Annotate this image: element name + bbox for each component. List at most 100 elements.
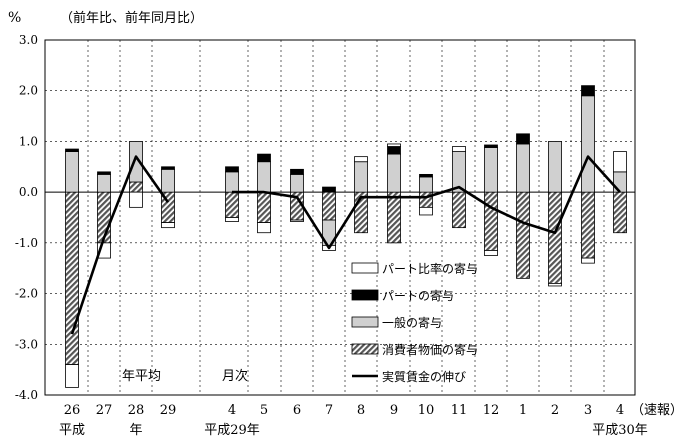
bar-part-ratio	[581, 257, 595, 264]
bar-cpi	[516, 191, 530, 279]
bar-cpi	[581, 191, 595, 259]
bar-general	[65, 151, 79, 193]
group-label-monthly: 月次	[222, 368, 248, 384]
bar-general	[484, 147, 498, 193]
y-tick-label: -4.0	[15, 388, 38, 402]
bar-part-ratio	[419, 206, 433, 216]
bar-cpi	[484, 191, 498, 251]
bar-cpi	[613, 191, 627, 234]
x-sublabel-heisei: 平成	[59, 423, 85, 438]
bar-cpi	[225, 191, 239, 218]
bar-general	[161, 168, 175, 193]
legend-label: 一般の寄与	[382, 315, 442, 330]
y-tick-label: 0.0	[19, 185, 38, 199]
y-tick-label: 2.0	[19, 84, 38, 98]
grid	[45, 39, 635, 396]
group-label-annual: 年平均	[122, 369, 161, 384]
bar-general	[548, 141, 562, 193]
x-axis-labels: 26 27 28 29 4 5 6 7 8 9 10 11 12 1 2 3 4平成年平成29年 平成30年（速報…	[59, 403, 683, 438]
bar-part	[581, 85, 595, 97]
bar-part	[257, 153, 271, 163]
plot-frame	[44, 39, 636, 396]
x-tick-label: 27	[96, 403, 113, 418]
chart-subtitle: （前年比、前年同月比）	[60, 10, 203, 26]
bar-part	[484, 144, 498, 148]
x-sublabel-nen: 年	[129, 423, 142, 438]
y-tick-label: -1.0	[15, 236, 38, 250]
legend-label: 消費者物価の寄与	[382, 342, 478, 357]
bar-general	[387, 153, 401, 193]
legend-swatch-part	[351, 289, 379, 301]
x-tick-label: 6	[293, 403, 301, 418]
bar-part-ratio	[613, 151, 627, 173]
bar-part	[419, 173, 433, 178]
x-tick-label: 3	[584, 403, 592, 418]
bar-part-ratio	[484, 250, 498, 256]
bar-cpi	[387, 191, 401, 244]
bar-part-ratio	[129, 191, 143, 208]
x-tick-label: 12	[483, 403, 500, 418]
y-tick-label: 3.0	[19, 33, 38, 47]
bar-cpi	[322, 191, 336, 221]
legend-swatch-general	[351, 316, 379, 328]
x-tick-label: 4	[228, 403, 236, 418]
x-sublabel-heisei29: 平成29年	[204, 423, 260, 438]
x-tick-label: 10	[418, 403, 435, 418]
legend-label: パートの寄与	[382, 288, 454, 303]
bar-part-ratio	[225, 217, 239, 222]
bar-part-ratio	[161, 222, 175, 229]
x-tick-label: 11	[451, 403, 468, 418]
x-tick-label: 7	[325, 403, 333, 418]
x-tick-label: 2	[551, 403, 559, 418]
x-tick-label: 8	[357, 403, 365, 418]
real-wage-line-segment	[232, 155, 621, 250]
bar-general	[129, 141, 143, 183]
x-tick-label: 5	[260, 403, 268, 418]
bar-cpi	[419, 191, 433, 208]
bar-part	[97, 171, 111, 175]
x-tick-label: 26	[64, 403, 81, 418]
bar-general	[290, 173, 304, 193]
bar-general	[354, 161, 368, 193]
legend-label: 実質賃金の伸び	[382, 369, 466, 384]
bar-general	[97, 173, 111, 193]
bar-cpi	[65, 191, 79, 365]
bar-part	[322, 186, 336, 193]
bars	[65, 85, 627, 388]
unit-label: %	[8, 10, 21, 26]
bar-part-ratio	[290, 219, 304, 222]
x-sublabel-sokuho: （速報）	[631, 403, 683, 418]
y-tick-label: 1.0	[19, 134, 38, 148]
bar-part-ratio	[387, 143, 401, 147]
x-tick-label: 29	[160, 403, 177, 418]
legend-label: パート比率の寄与	[382, 261, 478, 276]
bar-general	[419, 176, 433, 193]
bar-part	[516, 133, 530, 145]
real-wage-line	[70, 155, 621, 335]
x-tick-label: 28	[128, 403, 145, 418]
bar-part	[225, 166, 239, 173]
bar-cpi	[129, 181, 143, 193]
bar-part	[290, 168, 304, 175]
x-tick-label: 4	[616, 403, 624, 418]
x-sublabel-heisei30: 平成30年	[592, 423, 648, 438]
bar-cpi	[257, 191, 271, 223]
y-tick-label: -3.0	[15, 337, 38, 351]
bar-part-ratio	[65, 364, 79, 388]
bar-part-ratio	[452, 146, 466, 152]
bar-general	[613, 171, 627, 193]
bar-general	[516, 143, 530, 193]
y-axis-ticks: 3.0 2.0 1.0 0.0 -1.0 -2.0 -3.0 -4.0	[15, 33, 38, 402]
bar-part	[65, 148, 79, 152]
y-tick-label: -2.0	[15, 287, 38, 301]
legend-swatch-cpi	[351, 343, 379, 355]
x-tick-label: 1	[519, 403, 527, 418]
bar-cpi	[548, 191, 562, 284]
bar-general	[257, 161, 271, 193]
bar-part	[161, 166, 175, 170]
real-wage-line-segment	[70, 155, 170, 335]
bar-general	[581, 95, 595, 193]
bar-part-ratio	[257, 222, 271, 234]
bar-cpi	[452, 191, 466, 229]
